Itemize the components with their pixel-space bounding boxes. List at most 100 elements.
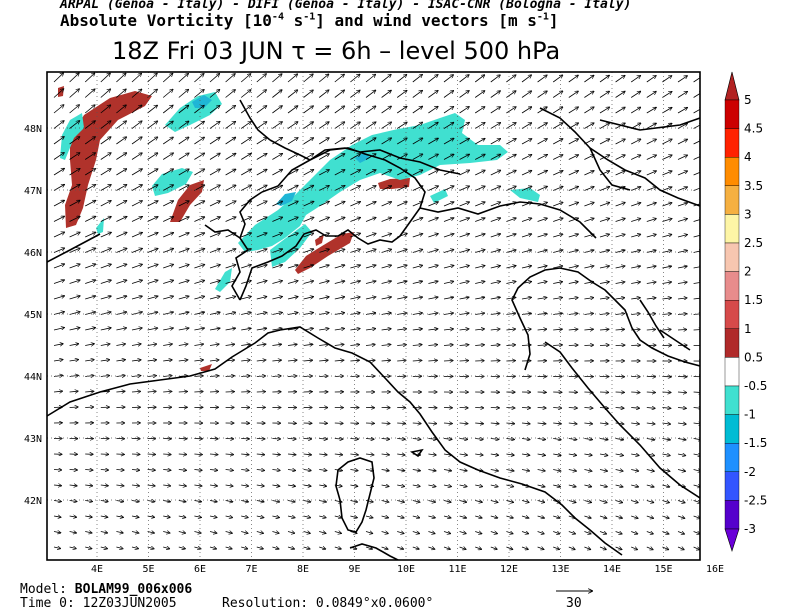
resolution-info: Resolution: 0.0849°x0.0600°: [222, 596, 434, 611]
wind-vector: [163, 470, 170, 471]
wind-vector: [303, 532, 310, 534]
wind-vector: [490, 250, 500, 253]
wind-vector: [615, 155, 625, 160]
wind-vector: [443, 423, 452, 424]
wind-vector: [350, 297, 360, 299]
wind-vector: [412, 170, 423, 176]
wind-vector: [381, 202, 392, 207]
wind-vector: [178, 470, 186, 471]
wind-vector: [194, 376, 203, 377]
wind-vector: [631, 485, 638, 487]
wind-vector: [693, 92, 700, 98]
wind-vector: [131, 312, 142, 315]
wind-vector: [272, 281, 282, 284]
wind-vector: [396, 122, 407, 129]
wind-vector: [53, 391, 62, 392]
wind-vector: [568, 439, 577, 440]
wind-vector: [84, 169, 95, 176]
wind-vector: [537, 485, 545, 487]
wind-vector: [459, 345, 469, 346]
wind-vector: [303, 439, 312, 440]
wind-vector: [272, 313, 282, 315]
wind-vector: [428, 281, 437, 283]
wind-vector: [412, 218, 423, 222]
wind-vector: [272, 360, 281, 361]
wind-vector: [428, 501, 435, 503]
wind-vector: [319, 202, 329, 207]
wind-vector: [287, 249, 298, 253]
wind-vector: [53, 360, 63, 361]
wind-vector: [256, 328, 267, 330]
wind-vector: [459, 75, 469, 83]
wind-vector: [397, 186, 407, 191]
wind-vector: [116, 391, 124, 392]
wind-vector: [334, 249, 345, 253]
wind-vector: [116, 217, 126, 222]
wind-vector: [241, 169, 251, 176]
wind-vector: [443, 439, 452, 440]
wind-vector: [553, 516, 560, 518]
wind-vector: [630, 107, 640, 114]
wind-vector: [334, 454, 343, 455]
wind-vector: [209, 344, 219, 345]
wind-vector: [459, 485, 467, 487]
wind-vector: [272, 217, 282, 222]
wind-vector: [69, 169, 80, 176]
colorbar-label: -1: [744, 408, 756, 422]
wind-vector: [287, 154, 298, 160]
wind-vector: [553, 266, 562, 268]
wind-vector: [506, 297, 515, 299]
wind-vector: [443, 313, 453, 315]
lon-tick-label: 4E: [91, 564, 103, 575]
wind-vector: [131, 360, 141, 361]
wind-vector: [178, 312, 189, 315]
wind-vector: [303, 202, 314, 207]
wind-vector: [69, 280, 80, 284]
wind-vector: [131, 516, 139, 517]
wind-vector: [459, 516, 467, 518]
wind-vector: [272, 547, 278, 549]
wind-vector: [319, 186, 329, 191]
wind-vector: [178, 392, 187, 393]
wind-vector: [84, 73, 94, 83]
wind-vector: [272, 201, 282, 207]
wind-vector: [178, 344, 188, 346]
wind-vector: [178, 516, 186, 517]
wind-vector: [646, 485, 654, 487]
wind-vector: [677, 203, 687, 207]
wind-vector: [163, 360, 172, 361]
wind-vector: [428, 423, 436, 424]
wind-vector: [537, 171, 548, 176]
wind-vector: [631, 234, 640, 238]
wind-vector: [568, 345, 578, 346]
wind-vector: [116, 264, 126, 269]
wind-vector: [163, 296, 173, 300]
wind-vector: [474, 123, 485, 129]
wind-vector: [490, 485, 498, 487]
wind-vector: [350, 202, 360, 207]
wind-vector: [521, 532, 528, 534]
wind-vector: [272, 90, 281, 98]
wind-vector: [209, 516, 217, 517]
wind-vector: [69, 185, 80, 191]
wind-vector: [568, 547, 575, 549]
wind-vector: [568, 329, 578, 330]
wind-vector: [677, 532, 684, 534]
wind-vector: [85, 280, 95, 284]
colorbar-segment: [724, 300, 740, 330]
wind-vector: [365, 329, 375, 330]
wind-vector: [131, 264, 142, 269]
wind-vector: [412, 265, 423, 269]
wind-vector: [568, 171, 578, 176]
wind-vector: [131, 217, 142, 222]
wind-vector: [256, 106, 267, 114]
wind-vector: [397, 281, 407, 283]
lat-lon-grid: [47, 72, 700, 560]
wind-vector: [475, 250, 484, 253]
wind-vector: [178, 90, 189, 98]
wind-vector: [662, 485, 669, 487]
wind-vector: [443, 123, 454, 129]
wind-vector: [53, 344, 63, 346]
wind-vector: [100, 296, 111, 300]
colorbar-label: 5: [744, 93, 752, 107]
